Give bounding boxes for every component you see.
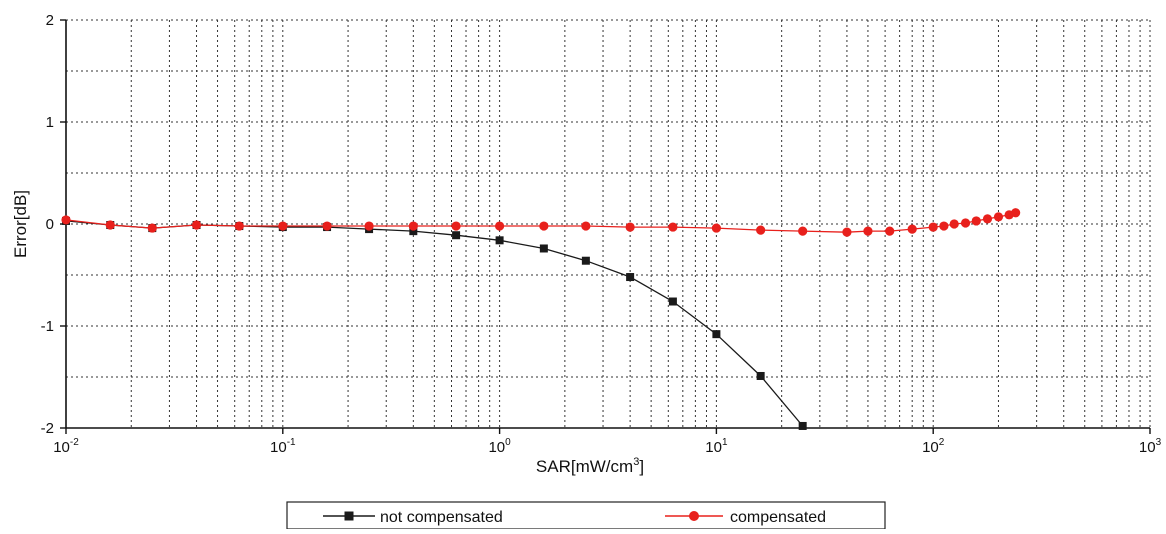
y-axis-title: Error[dB] [11,190,30,258]
grid-layer [66,19,1151,428]
legend-marker-circle [689,511,699,521]
data-point-circle [798,226,808,236]
data-point-circle [147,223,157,233]
legend: not compensated compensated [286,501,886,530]
data-point-circle [191,220,202,230]
x-tick-label: 100 [488,437,511,456]
data-point-circle [408,221,418,231]
data-point-circle [756,225,766,235]
x-axis-title: SAR[mW/cm3] [536,456,644,476]
y-tick-label: 2 [46,12,54,29]
y-tick-label: 0 [46,216,54,233]
x-tick-label: 103 [1139,437,1162,456]
x-tick-label: 10-2 [53,437,79,456]
data-point-square [452,231,461,240]
data-point-square [581,256,590,265]
data-point-square [798,421,807,430]
data-point-circle [949,219,959,229]
data-point-circle [885,226,895,236]
data-point-circle [364,221,374,231]
y-tick-label: -2 [41,420,54,437]
data-point-circle [495,221,505,231]
data-point-square [539,244,548,253]
data-point-circle [982,214,993,224]
data-point-circle [842,227,852,237]
data-point-square [626,273,635,282]
data-point-square [409,227,418,236]
data-point-circle [105,220,115,230]
data-point-circle [928,222,938,232]
x-tick-label: 10-1 [270,437,296,456]
y-tick-label: 1 [46,114,54,131]
data-point-square [668,297,677,306]
data-point-square [756,371,765,380]
x-tick-label: 101 [705,437,728,456]
data-point-circle [907,224,917,234]
data-point-circle [971,216,981,226]
legend-marker-square [344,511,354,521]
data-point-circle [539,221,549,231]
data-point-square [712,330,721,339]
series-layer [61,208,1021,430]
x-tick-label: 102 [922,437,945,456]
data-point-square [495,236,504,245]
data-point-circle [939,221,949,231]
labels-layer: 210-1-210-2 10-1 100 101 102 103 [41,12,1162,456]
data-point-circle [451,221,461,231]
data-point-circle [668,222,678,232]
data-point-circle [960,218,971,228]
data-point-circle [625,222,635,232]
data-point-circle [1011,208,1021,218]
data-point-circle [711,223,722,233]
legend-label-1: not compensated [380,509,503,526]
data-point-circle [278,221,288,231]
y-tick-label: -1 [41,318,54,335]
legend-box [286,501,886,530]
data-point-circle [581,221,591,231]
data-point-circle [234,221,244,231]
legend-label-2: compensated [730,509,826,526]
data-point-circle [322,221,332,231]
data-point-circle [863,226,873,236]
data-point-circle [61,215,71,225]
data-point-circle [993,212,1004,222]
